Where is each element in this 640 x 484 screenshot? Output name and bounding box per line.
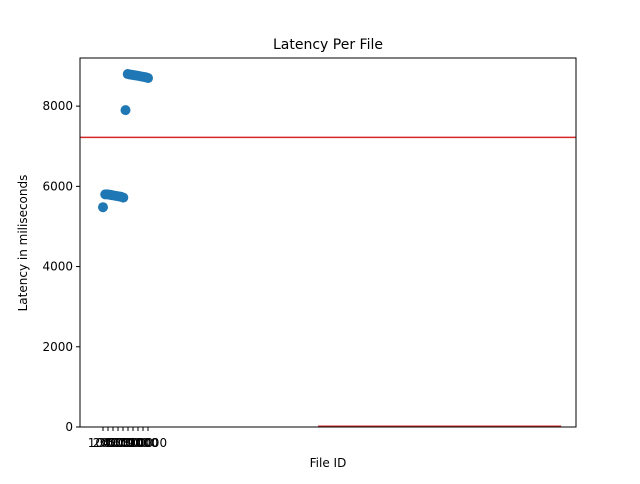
scatter-point xyxy=(118,193,128,203)
plot-frame xyxy=(80,58,576,427)
scatter-point xyxy=(121,105,131,115)
x-tick-label: 10000 xyxy=(129,436,167,450)
y-tick-label: 6000 xyxy=(42,179,73,193)
scatter-point xyxy=(98,202,108,212)
y-tick-label: 8000 xyxy=(42,99,73,113)
x-axis-label: File ID xyxy=(310,456,347,470)
chart-title: Latency Per File xyxy=(273,37,383,53)
y-tick-label: 4000 xyxy=(42,260,73,274)
plot-area: 0200040006000800010002000300040005000600… xyxy=(42,69,576,450)
y-tick-label: 2000 xyxy=(42,340,73,354)
y-tick-label: 0 xyxy=(65,420,73,434)
scatter-point xyxy=(143,73,153,83)
y-axis-label: Latency in miliseconds xyxy=(16,175,30,312)
